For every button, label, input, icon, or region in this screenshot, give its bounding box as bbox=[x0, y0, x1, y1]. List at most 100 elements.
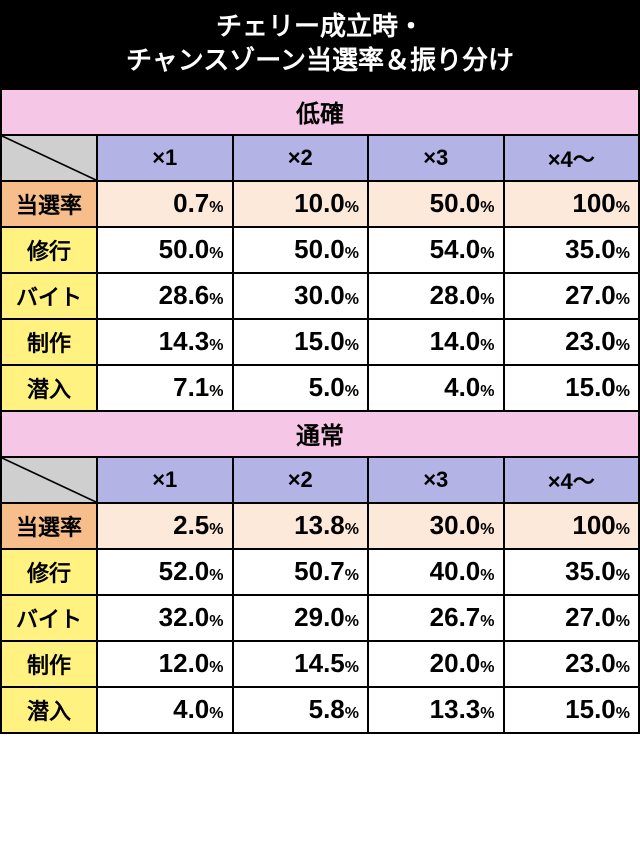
value-cell: 23.0% bbox=[504, 641, 640, 687]
column-header: ×4～ bbox=[504, 135, 640, 181]
percent-sign: % bbox=[480, 521, 494, 538]
value-number: 12.0 bbox=[159, 648, 210, 678]
value-number: 4.0 bbox=[173, 694, 209, 724]
percent-sign: % bbox=[345, 567, 359, 584]
value-cell: 4.0% bbox=[97, 687, 233, 733]
percent-sign: % bbox=[345, 705, 359, 722]
percent-sign: % bbox=[345, 337, 359, 354]
title-line-2: チャンスゾーン当選率＆振り分け bbox=[126, 45, 514, 75]
value-number: 40.0 bbox=[430, 556, 481, 586]
percent-sign: % bbox=[616, 613, 630, 630]
percent-sign: % bbox=[345, 383, 359, 400]
value-cell: 15.0% bbox=[233, 319, 369, 365]
value-number: 28.0 bbox=[430, 280, 481, 310]
value-number: 35.0 bbox=[565, 556, 616, 586]
percent-sign: % bbox=[209, 245, 223, 262]
percent-sign: % bbox=[616, 337, 630, 354]
value-number: 13.3 bbox=[430, 694, 481, 724]
value-cell: 26.7% bbox=[368, 595, 504, 641]
value-cell: 23.0% bbox=[504, 319, 640, 365]
value-number: 26.7 bbox=[430, 602, 481, 632]
value-cell: 15.0% bbox=[504, 687, 640, 733]
percent-sign: % bbox=[480, 613, 494, 630]
percent-sign: % bbox=[345, 291, 359, 308]
value-cell: 5.0% bbox=[233, 365, 369, 411]
percent-sign: % bbox=[616, 567, 630, 584]
value-number: 23.0 bbox=[565, 326, 616, 356]
value-cell: 20.0% bbox=[368, 641, 504, 687]
percent-sign: % bbox=[480, 245, 494, 262]
value-number: 7.1 bbox=[173, 372, 209, 402]
row-label: 潜入 bbox=[1, 365, 97, 411]
corner-cell bbox=[1, 457, 97, 503]
value-cell: 32.0% bbox=[97, 595, 233, 641]
value-number: 100 bbox=[572, 510, 615, 540]
value-number: 14.0 bbox=[430, 326, 481, 356]
value-cell: 35.0% bbox=[504, 227, 640, 273]
win-rate-label: 当選率 bbox=[1, 181, 97, 227]
value-cell: 52.0% bbox=[97, 549, 233, 595]
percent-sign: % bbox=[616, 199, 630, 216]
value-cell: 12.0% bbox=[97, 641, 233, 687]
value-cell: 30.0% bbox=[368, 503, 504, 549]
column-header: ×3 bbox=[368, 135, 504, 181]
value-cell: 10.0% bbox=[233, 181, 369, 227]
page-title: チェリー成立時・ チャンスゾーン当選率＆振り分け bbox=[0, 0, 640, 88]
value-number: 28.6 bbox=[159, 280, 210, 310]
percent-sign: % bbox=[209, 521, 223, 538]
percent-sign: % bbox=[480, 659, 494, 676]
value-number: 0.7 bbox=[173, 188, 209, 218]
value-number: 10.0 bbox=[294, 188, 345, 218]
row-label: 制作 bbox=[1, 319, 97, 365]
percent-sign: % bbox=[345, 199, 359, 216]
section-header: 通常 bbox=[1, 411, 639, 457]
value-cell: 5.8% bbox=[233, 687, 369, 733]
value-number: 32.0 bbox=[159, 602, 210, 632]
column-header: ×1 bbox=[97, 135, 233, 181]
value-number: 15.0 bbox=[565, 694, 616, 724]
percent-sign: % bbox=[616, 705, 630, 722]
value-number: 15.0 bbox=[294, 326, 345, 356]
percent-sign: % bbox=[345, 245, 359, 262]
corner-cell bbox=[1, 135, 97, 181]
value-cell: 2.5% bbox=[97, 503, 233, 549]
value-cell: 14.3% bbox=[97, 319, 233, 365]
value-cell: 50.0% bbox=[97, 227, 233, 273]
percent-sign: % bbox=[345, 521, 359, 538]
percent-sign: % bbox=[209, 613, 223, 630]
row-label: バイト bbox=[1, 273, 97, 319]
value-cell: 100% bbox=[504, 181, 640, 227]
value-cell: 27.0% bbox=[504, 595, 640, 641]
value-number: 27.0 bbox=[565, 602, 616, 632]
percent-sign: % bbox=[480, 383, 494, 400]
percent-sign: % bbox=[616, 245, 630, 262]
percent-sign: % bbox=[616, 659, 630, 676]
value-number: 52.0 bbox=[159, 556, 210, 586]
percent-sign: % bbox=[480, 705, 494, 722]
value-number: 5.0 bbox=[309, 372, 345, 402]
value-cell: 27.0% bbox=[504, 273, 640, 319]
percent-sign: % bbox=[616, 291, 630, 308]
value-number: 30.0 bbox=[430, 510, 481, 540]
row-label: 制作 bbox=[1, 641, 97, 687]
section-header: 低確 bbox=[1, 89, 639, 135]
percent-sign: % bbox=[616, 521, 630, 538]
percent-sign: % bbox=[209, 199, 223, 216]
percent-sign: % bbox=[480, 291, 494, 308]
value-cell: 40.0% bbox=[368, 549, 504, 595]
value-cell: 0.7% bbox=[97, 181, 233, 227]
value-number: 50.0 bbox=[159, 234, 210, 264]
value-cell: 13.3% bbox=[368, 687, 504, 733]
column-header: ×3 bbox=[368, 457, 504, 503]
value-cell: 28.0% bbox=[368, 273, 504, 319]
percent-sign: % bbox=[480, 337, 494, 354]
percent-sign: % bbox=[209, 567, 223, 584]
value-number: 50.7 bbox=[294, 556, 345, 586]
value-number: 35.0 bbox=[565, 234, 616, 264]
value-cell: 35.0% bbox=[504, 549, 640, 595]
value-number: 27.0 bbox=[565, 280, 616, 310]
value-number: 4.0 bbox=[444, 372, 480, 402]
value-cell: 7.1% bbox=[97, 365, 233, 411]
percent-sign: % bbox=[480, 567, 494, 584]
value-number: 2.5 bbox=[173, 510, 209, 540]
